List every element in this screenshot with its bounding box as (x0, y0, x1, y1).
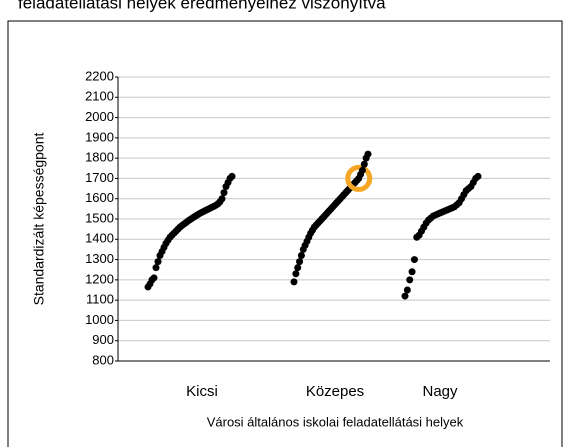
y-tick-label: 900 (92, 332, 114, 347)
y-axis-label: Standardizált képességpont (31, 133, 47, 306)
dot (292, 270, 300, 278)
y-tick-label: 1500 (85, 210, 114, 225)
y-tick-label: 1900 (85, 129, 114, 144)
highlight-ring (345, 164, 373, 192)
y-tick-label: 1100 (86, 292, 114, 307)
dot (228, 172, 236, 180)
dot (403, 286, 411, 294)
y-tick-label: 1800 (85, 150, 114, 165)
dot (410, 256, 418, 264)
y-tick-label: 1000 (85, 312, 114, 327)
y-tick-label: 1400 (85, 231, 114, 246)
y-tick-label: 2200 (85, 68, 114, 83)
dot (474, 172, 482, 180)
dot (408, 268, 416, 276)
dot (290, 278, 298, 286)
y-tick-label: 1200 (85, 271, 114, 286)
category-label: Kicsi (186, 383, 218, 400)
y-tick-label: 1700 (85, 170, 114, 185)
dot (150, 274, 158, 282)
dot (220, 189, 228, 197)
y-tick-label: 1300 (85, 251, 114, 266)
y-tick-label: 2000 (85, 109, 114, 124)
frame (7, 20, 563, 447)
dot (358, 166, 366, 174)
dot (296, 258, 304, 266)
dot (406, 276, 414, 284)
dot (297, 252, 305, 260)
category-label: Közepes (306, 383, 364, 400)
chart-title: feladatellátási helyek eredményeihez vis… (18, 0, 386, 12)
dot (360, 160, 368, 168)
category-label: Nagy (422, 383, 458, 400)
y-tick-label: 1600 (85, 190, 114, 205)
x-axis-label: Városi általános iskolai feladatellátási… (207, 414, 464, 429)
y-tick-label: 800 (92, 352, 114, 367)
dot (401, 292, 409, 300)
dot (154, 258, 162, 266)
dot (218, 195, 226, 203)
y-tick-label: 2100 (85, 89, 114, 104)
dot (152, 264, 160, 272)
dot (294, 264, 302, 272)
dot (364, 150, 372, 158)
